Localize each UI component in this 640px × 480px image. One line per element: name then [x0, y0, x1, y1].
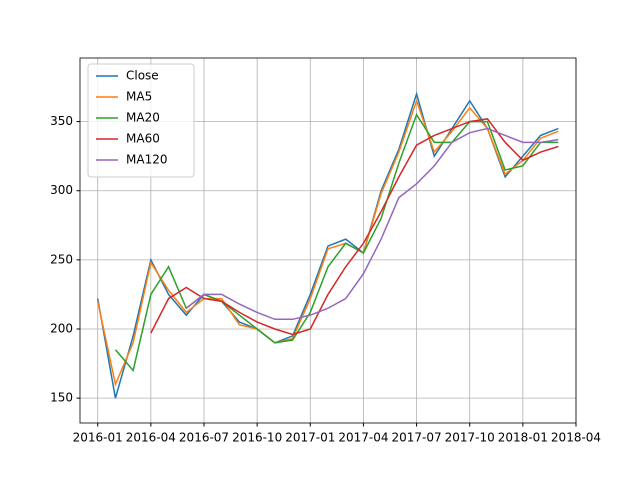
legend-label: MA60 [126, 132, 160, 146]
x-tick-label: 2016-10 [232, 431, 282, 445]
series-line [185, 127, 559, 321]
y-tick-label: 350 [50, 114, 73, 128]
y-tick-label: 250 [50, 252, 73, 266]
x-tick-label: 2017-01 [285, 431, 335, 445]
x-tick-label: 2016-04 [126, 431, 176, 445]
x-tick-label: 2017-04 [338, 431, 388, 445]
legend-label: MA120 [126, 153, 167, 167]
x-tick-label: 2018-01 [498, 431, 548, 445]
axes-frame [79, 57, 577, 424]
legend-label: Close [126, 69, 159, 83]
x-tick-label: 2017-07 [392, 431, 442, 445]
legend-box [87, 63, 195, 178]
legend-label: MA5 [126, 90, 152, 104]
y-tick-label: 300 [50, 183, 73, 197]
legend-label: MA20 [126, 111, 160, 125]
y-tick-label: 150 [50, 391, 73, 405]
x-tick-label: 2016-01 [73, 431, 123, 445]
x-tick-label: 2018-04 [551, 431, 601, 445]
x-tick-label: 2017-10 [445, 431, 495, 445]
y-tick-label: 200 [50, 321, 73, 335]
series-line [150, 118, 559, 336]
x-tick-label: 2016-07 [179, 431, 229, 445]
